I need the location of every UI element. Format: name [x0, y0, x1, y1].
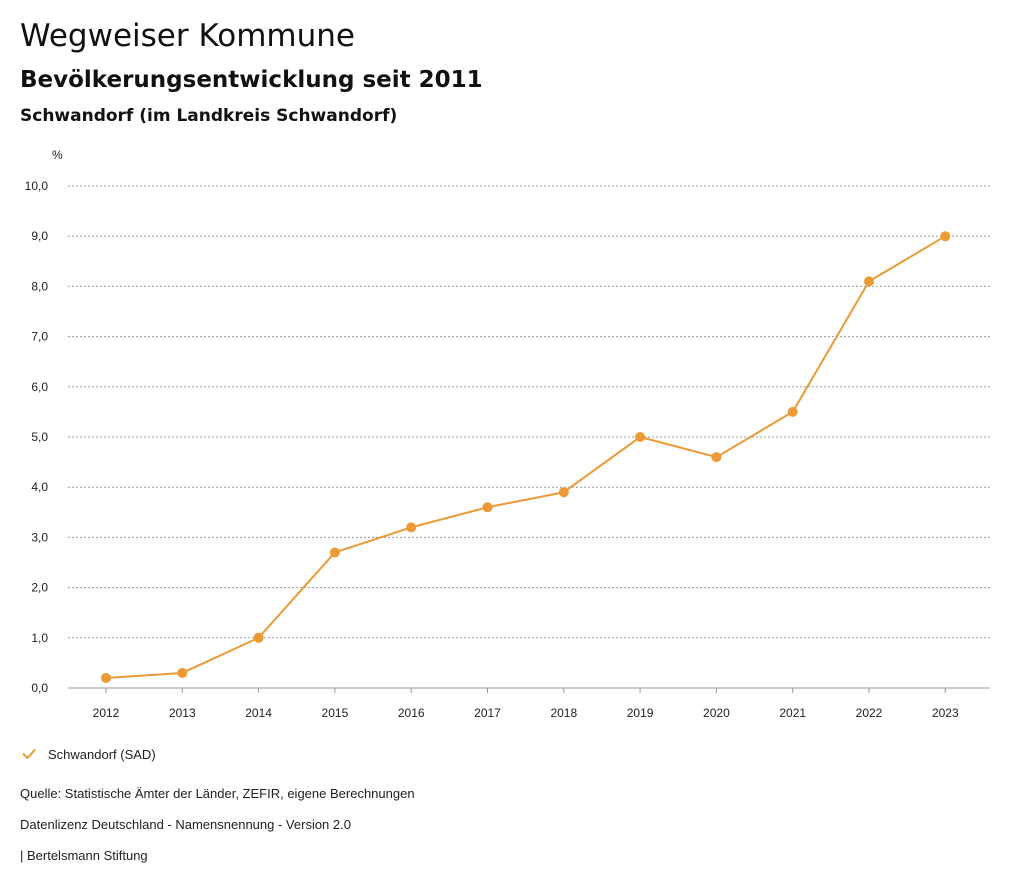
x-tick-label: 2023	[932, 706, 959, 720]
x-tick-label: 2018	[550, 706, 577, 720]
x-axis-ticks: 2012 2013 2014 2015 2016 2017 2018 2019 2020 2021…	[93, 688, 959, 720]
x-tick-label: 2014	[245, 706, 272, 720]
x-tick-label: 2017	[474, 706, 501, 720]
data-point-2019[interactable]	[635, 432, 646, 442]
x-tick-label: 2015	[322, 706, 349, 720]
series-points	[101, 231, 951, 683]
legend-label: Schwandorf (SAD)	[48, 746, 156, 762]
x-tick-label: 2021	[779, 706, 806, 720]
y-axis-ticks: 0,0 1,0 2,0 3,0 4,0 5,0 6,0 7,0 8,0 9,0 10,0	[25, 179, 49, 695]
x-tick-label: 2013	[169, 706, 196, 720]
y-tick-label: 9,0	[31, 229, 48, 243]
x-tick-label: 2016	[398, 706, 425, 720]
data-point-2018[interactable]	[558, 487, 569, 498]
y-tick-label: 2,0	[31, 581, 48, 595]
page-title: Wegweiser Kommune	[20, 18, 355, 54]
y-tick-label: 6,0	[31, 380, 48, 394]
data-point-2016[interactable]	[406, 522, 417, 533]
check-icon	[22, 749, 36, 759]
y-tick-label: 1,0	[31, 631, 48, 645]
legend[interactable]: Schwandorf (SAD)	[22, 744, 156, 764]
x-tick-label: 2019	[627, 706, 654, 720]
region-name: Schwandorf (im Landkreis Schwandorf)	[20, 106, 398, 126]
chart-subtitle: Bevölkerungsentwicklung seit 2011	[20, 67, 483, 93]
y-tick-label: 8,0	[31, 279, 48, 293]
data-point-2015[interactable]	[329, 547, 340, 558]
publisher-note: | Bertelsmann Stiftung	[20, 848, 148, 863]
data-point-2021[interactable]	[787, 406, 798, 417]
y-tick-label: 4,0	[31, 480, 48, 494]
data-point-2013[interactable]	[177, 667, 188, 678]
source-note: Quelle: Statistische Ämter der Länder, Z…	[20, 786, 415, 801]
x-tick-label: 2020	[703, 706, 730, 720]
y-tick-label: 3,0	[31, 530, 48, 544]
license-note: Datenlizenz Deutschland - Namensnennung …	[20, 817, 351, 832]
y-tick-label: 5,0	[31, 430, 48, 444]
y-tick-label: 0,0	[31, 681, 48, 695]
y-axis-unit-label: %	[52, 148, 63, 162]
data-point-2020[interactable]	[711, 452, 722, 463]
y-tick-label: 7,0	[31, 330, 48, 344]
x-tick-label: 2022	[856, 706, 883, 720]
data-point-2023[interactable]	[940, 231, 951, 242]
y-tick-label: 10,0	[25, 179, 49, 193]
data-point-2014[interactable]	[253, 632, 264, 643]
data-point-2012[interactable]	[101, 672, 111, 683]
line-chart: % 0,0 1,0 2,0 3,0 4,0 5,0 6,0 7,0 8,0 9,0 10,0 201…	[25, 148, 990, 720]
data-point-2017[interactable]	[482, 502, 493, 513]
series-line-schwandorf	[105, 235, 946, 679]
grid-lines	[68, 185, 990, 689]
x-tick-label: 2012	[93, 706, 120, 720]
data-point-2022[interactable]	[864, 276, 874, 287]
